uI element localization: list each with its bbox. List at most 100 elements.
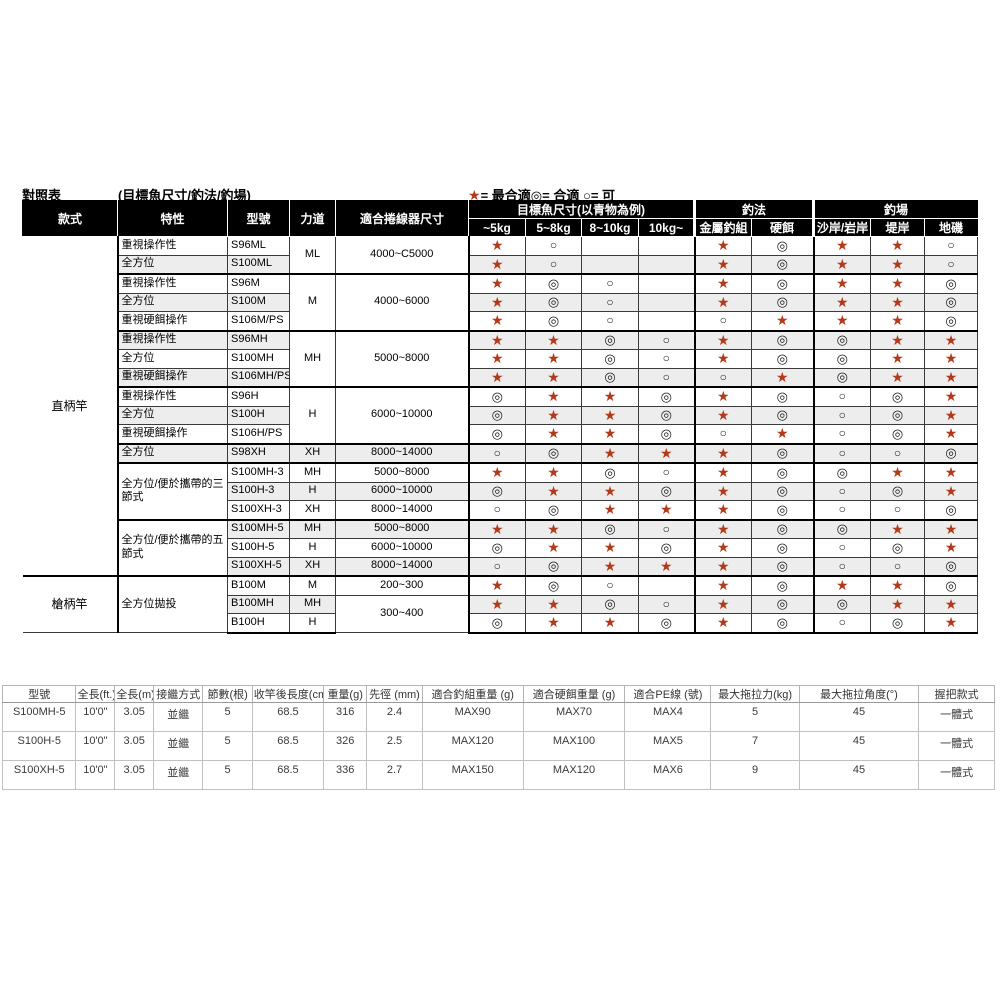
rating-cell: ★ [750, 424, 815, 444]
rating-cell: ★ [638, 556, 695, 577]
rating-cell: ◎ [467, 405, 526, 425]
rating-cell: ◎ [870, 386, 926, 407]
rating-cell: ★ [693, 292, 752, 312]
spec-cell: 68.5 [251, 731, 325, 761]
rating-cell: ★ [693, 349, 752, 369]
rating-cell: ★ [924, 518, 979, 539]
rating-cell: ◎ [525, 311, 582, 331]
rating-cell: ◎ [870, 613, 926, 634]
group-header-method: 釣法 [692, 200, 815, 219]
col-header-power: 力道 [289, 200, 336, 237]
rating-cell: ★ [693, 236, 752, 256]
feature-cell: 全方位拋投 [116, 575, 228, 633]
rating-cell: ◎ [638, 405, 695, 425]
spec-cell: 3.05 [114, 760, 155, 790]
sub-header-sand-rock-shore: 沙岸/岩岸 [812, 218, 872, 237]
rating-cell: ★ [525, 349, 582, 369]
rating-cell: ★ [924, 613, 979, 634]
reel-size-cell: 6000~10000 [335, 386, 469, 444]
rating-cell: ◎ [812, 594, 872, 614]
rating-cell: ◎ [812, 518, 872, 539]
rod-spec-table: 型號 全長(ft.) 全長(m) 接繼方式 節數(根) 收竿後長度(cm) 重量(g) 先徑 … [1, 685, 995, 790]
power-cell: MH [289, 329, 336, 388]
power-cell: XH [289, 500, 336, 520]
rating-cell: ★ [581, 405, 639, 425]
model-cell: S106H/PS [227, 424, 290, 444]
feature-cell: 重視操作性 [116, 236, 228, 256]
power-cell: H [289, 481, 336, 501]
reel-size-cell: 6000~10000 [335, 481, 469, 501]
rod-style-cell: 槍柄竿 [22, 575, 118, 633]
rating-cell: ★ [581, 500, 639, 520]
rating-cell: ◎ [924, 311, 979, 331]
rating-cell: ★ [581, 538, 639, 558]
rating-cell: ★ [693, 500, 752, 520]
spec-header-cell: 重量(g) [323, 685, 368, 703]
rating-cell: ◎ [525, 273, 582, 294]
sub-header-embankment: 堤岸 [870, 218, 926, 237]
rating-cell: ★ [870, 329, 926, 350]
rating-cell: ◎ [870, 424, 926, 444]
rating-cell: ★ [812, 575, 872, 596]
sub-header-hard-lure: 硬餌 [750, 218, 815, 237]
rating-cell: ◎ [638, 538, 695, 558]
rating-cell: ◎ [750, 386, 815, 407]
reel-size-cell: 4000~6000 [335, 273, 469, 331]
spec-cell: 68.5 [251, 760, 325, 790]
rating-cell: ◎ [750, 236, 815, 256]
spec-cell: 2.5 [366, 731, 423, 761]
rating-cell: ★ [924, 367, 979, 388]
model-cell: S96H [227, 386, 290, 407]
rating-cell: ★ [870, 254, 926, 275]
rating-cell: ◎ [525, 292, 582, 312]
spec-cell: 10'0" [75, 731, 116, 761]
rating-cell: ◎ [750, 405, 815, 425]
rating-cell: ★ [525, 594, 582, 614]
power-cell: XH [289, 442, 336, 464]
rating-cell: ○ [525, 254, 582, 275]
feature-cell: 重視操作性 [116, 386, 228, 407]
model-cell: S100MH-3 [227, 462, 290, 483]
rating-cell: ○ [525, 236, 582, 256]
rating-cell: ★ [870, 594, 926, 614]
model-cell: B100MH [227, 594, 290, 614]
rating-cell: ◎ [812, 329, 872, 350]
reel-size-cell: 5000~8000 [335, 462, 469, 483]
reel-size-cell: 5000~8000 [335, 518, 469, 539]
rating-cell: ○ [924, 236, 979, 256]
rating-cell: ★ [924, 386, 979, 407]
rating-cell: ○ [693, 367, 752, 388]
rating-cell: ○ [638, 329, 695, 350]
rating-cell: ◎ [638, 424, 695, 444]
rating-cell: ◎ [750, 538, 815, 558]
rating-cell [581, 254, 639, 275]
spec-header-cell: 適合釣組重量 (g) [421, 685, 524, 703]
rating-cell: ★ [467, 311, 526, 331]
power-cell: H [289, 386, 336, 444]
rating-cell: ★ [924, 405, 979, 425]
rating-cell: ○ [638, 349, 695, 369]
spec-cell: S100XH-5 [1, 760, 77, 790]
spec-cell: 336 [323, 760, 368, 790]
feature-cell: 全方位/便於攜帶的三節式 [116, 462, 228, 520]
rating-cell: ○ [693, 311, 752, 331]
rating-cell: ★ [924, 462, 979, 483]
model-cell: S98XH [227, 442, 290, 464]
feature-cell: 重視硬餌操作 [116, 367, 228, 388]
rating-cell: ○ [870, 500, 926, 520]
model-cell: S96M [227, 273, 290, 294]
spec-header-cell: 適合硬餌重量 (g) [522, 685, 626, 703]
feature-cell: 重視操作性 [116, 329, 228, 350]
power-cell: M [289, 273, 336, 331]
rating-cell: ◎ [812, 367, 872, 388]
spec-cell: 5 [710, 702, 800, 732]
rating-cell: ○ [812, 538, 872, 558]
legend-best-label: = 最合適 [480, 188, 531, 203]
rating-cell: ◎ [750, 329, 815, 350]
model-cell: B100H [227, 613, 290, 634]
model-cell: S100H-3 [227, 481, 290, 501]
rating-cell: ◎ [924, 292, 979, 312]
rating-cell: ★ [525, 367, 582, 388]
rating-cell: ★ [924, 349, 979, 369]
model-cell: S100MH [227, 349, 290, 369]
